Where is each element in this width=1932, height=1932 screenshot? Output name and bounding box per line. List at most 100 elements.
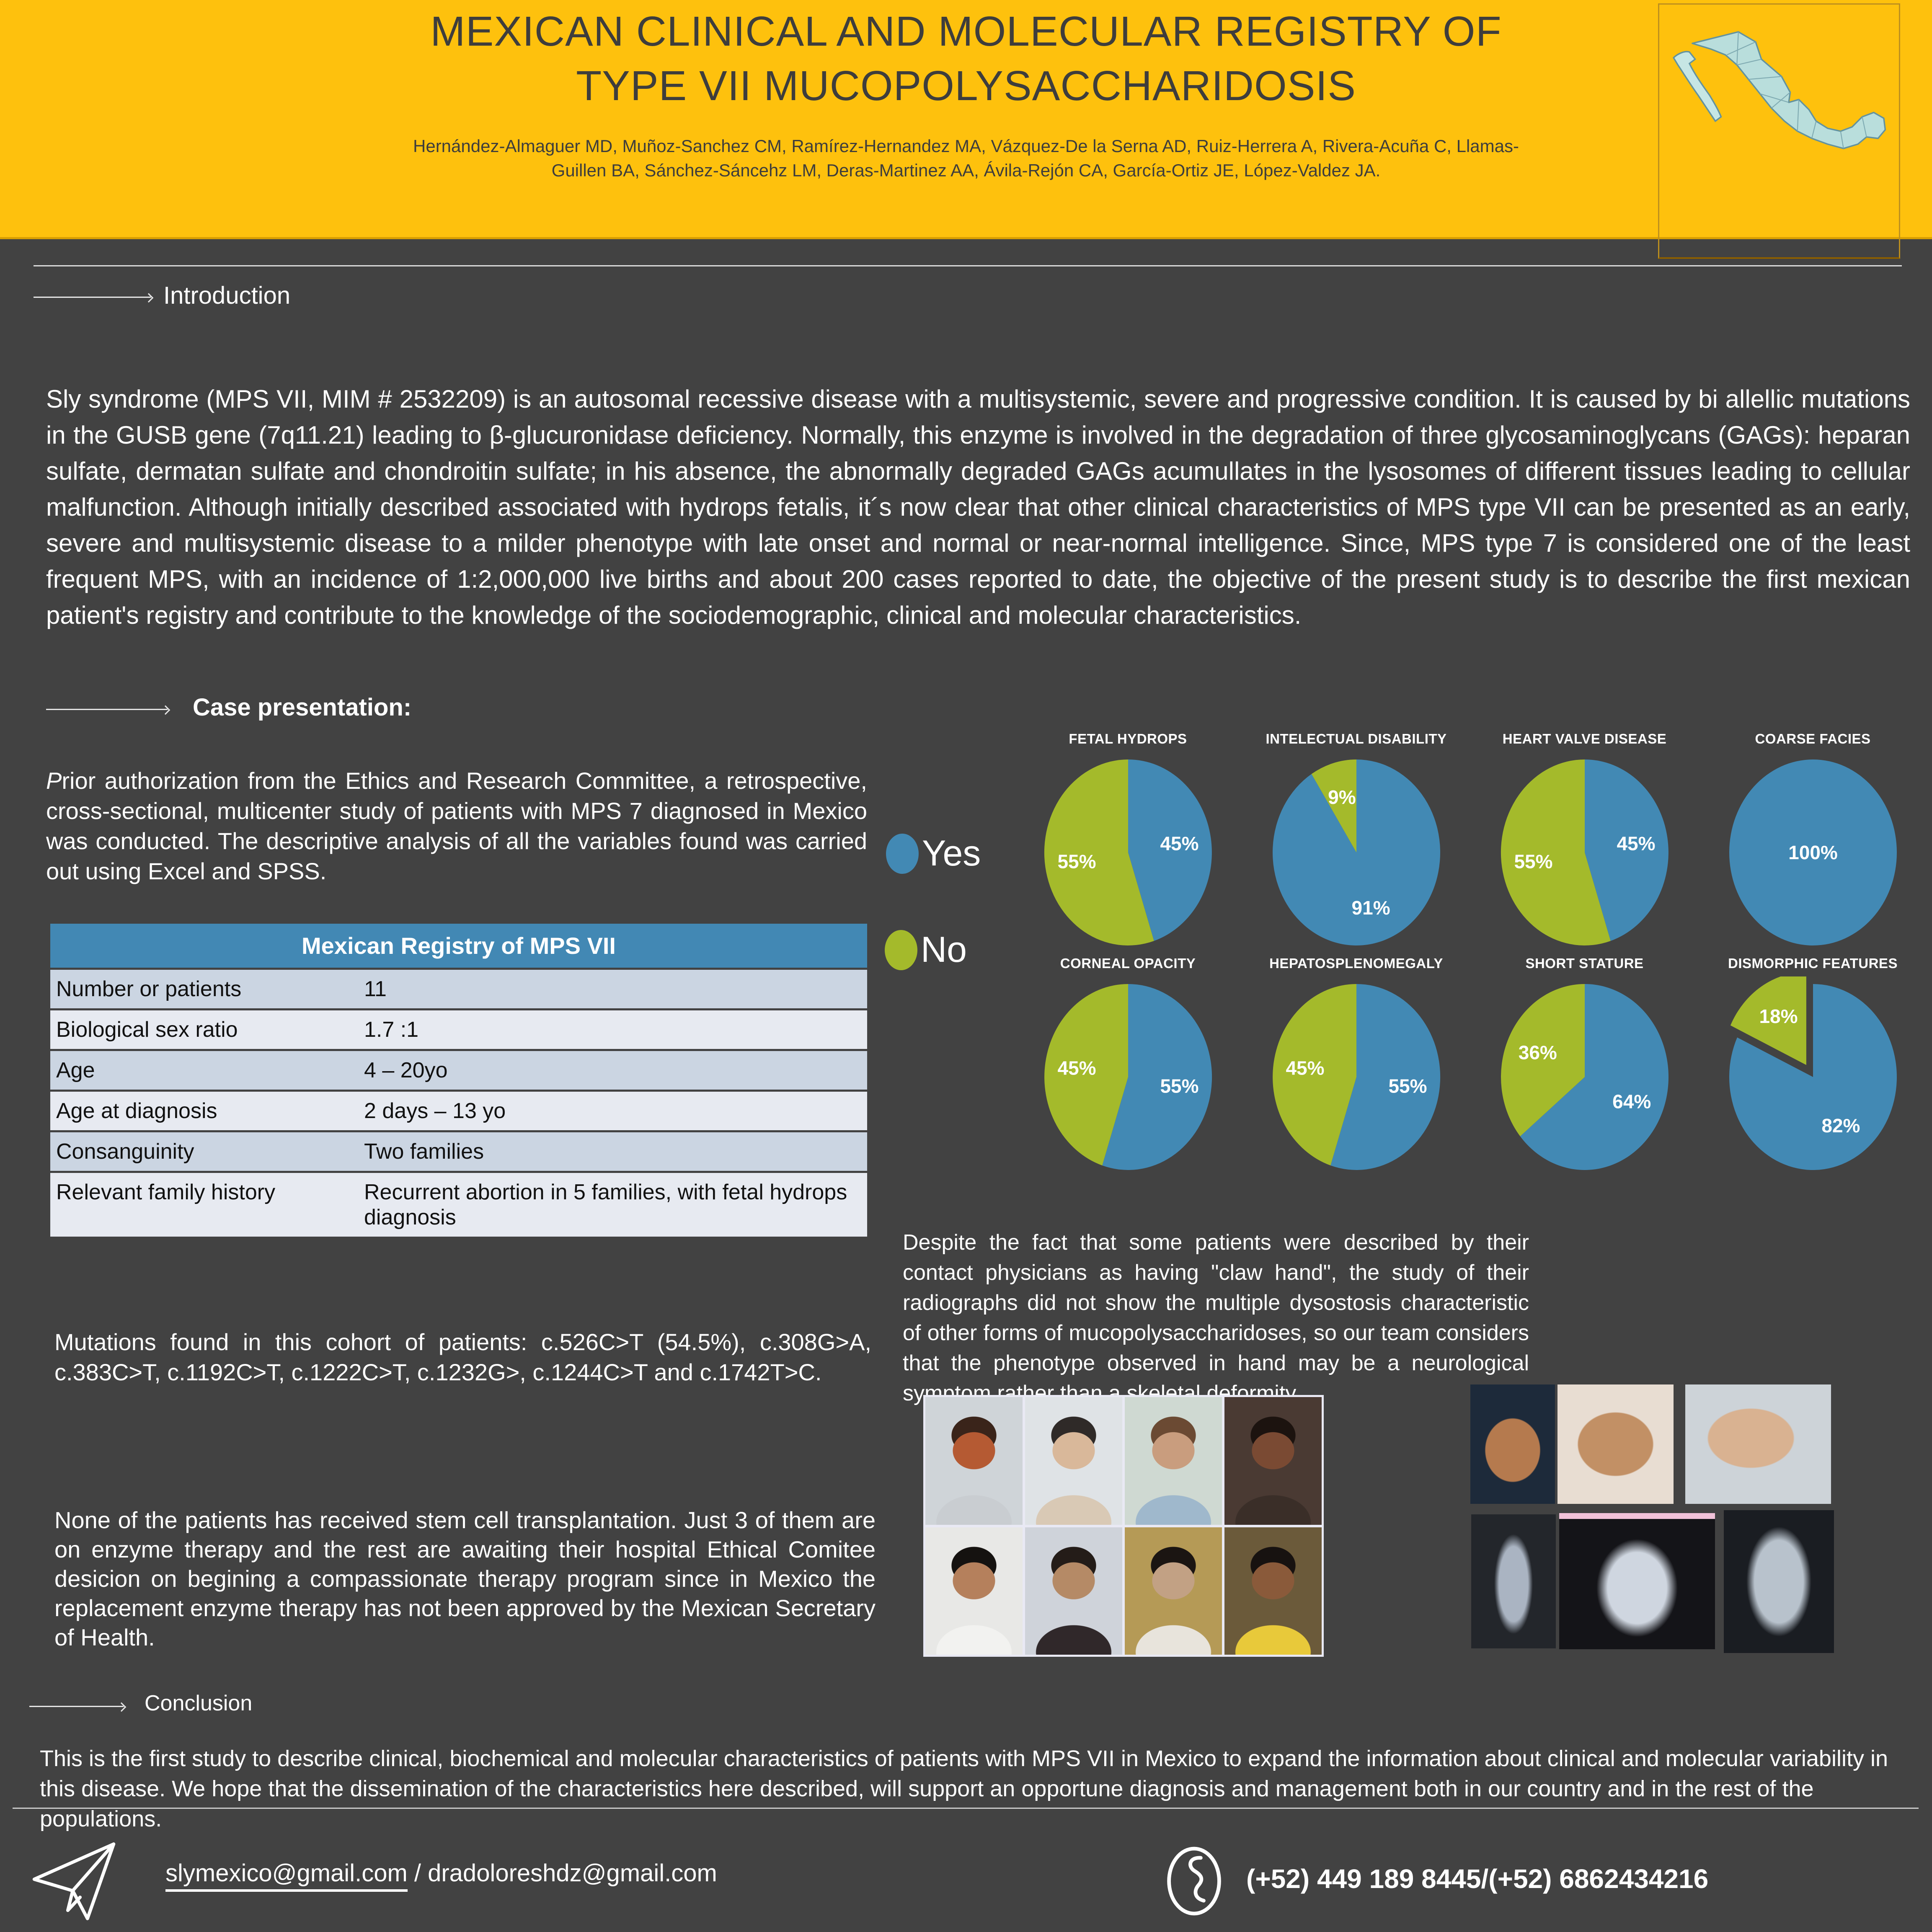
introduction-paragraph: Sly syndrome (MPS VII, MIM # 2532209) is… <box>46 385 1910 629</box>
poster-title-line1: MEXICAN CLINICAL AND MOLECULAR REGISTRY … <box>430 8 1502 55</box>
svg-text:91%: 91% <box>1351 897 1390 919</box>
mps-registry-table: Mexican Registry of MPS VII Number or pa… <box>50 924 867 1239</box>
pie-chart-grid: FETAL HYDROPS 45% 55% INTELECTUAL DISABILI… <box>1014 731 1927 1173</box>
pie-chart-hepatosplenomegaly: HEPATOSPLENOMEGALY 55% 45% <box>1264 956 1449 1173</box>
pie-chart-corneal-opacity: CORNEAL OPACITY 55% 45% <box>1036 956 1220 1173</box>
pie-chart-fetal-hydrops: FETAL HYDROPS 45% 55% <box>1036 731 1220 949</box>
case-presentation-lead-arrow <box>46 709 168 710</box>
case-presentation-heading: Case presentation: <box>193 694 412 721</box>
svg-text:36%: 36% <box>1518 1041 1557 1063</box>
pie-title: SHORT STATURE <box>1525 956 1644 971</box>
svg-text:55%: 55% <box>1057 851 1096 873</box>
hand-photo <box>1557 1384 1674 1504</box>
row-label: Consanguinity <box>56 1139 194 1164</box>
pie-chart-short-stature: SHORT STATURE 64% 36% <box>1493 956 1677 1173</box>
claw-hand-paragraph: Despite the fact that some patients were… <box>903 1230 1529 1405</box>
pie-chart-heart-valve-disease: HEART VALVE DISEASE 45% 55% <box>1493 731 1677 949</box>
footer-divider <box>13 1808 1919 1809</box>
conclusion-heading: Conclusion <box>145 1691 253 1715</box>
pelvis-radiograph <box>1724 1510 1834 1653</box>
pie-title: COARSE FACIES <box>1755 731 1871 746</box>
introduction-lead-arrow <box>34 297 151 298</box>
pie-title: HEART VALVE DISEASE <box>1502 731 1667 746</box>
hands-radiograph <box>1559 1513 1715 1649</box>
table-row: Consanguinity Two families <box>50 1132 867 1171</box>
pie-title: CORNEAL OPACITY <box>1060 956 1196 971</box>
paper-plane-icon <box>32 1842 116 1920</box>
table-row: Age 4 – 20yo <box>50 1051 867 1090</box>
email-secondary: / dradoloreshdz@gmail.com <box>407 1860 717 1887</box>
contact-emails: slymexico@gmail.com / dradoloreshdz@gmai… <box>165 1859 717 1892</box>
patient-photo <box>1224 1397 1322 1525</box>
legend-item-no: No <box>885 929 967 971</box>
svg-text:45%: 45% <box>1617 833 1655 855</box>
phone-icon <box>1167 1847 1221 1916</box>
hand-radiograph <box>1471 1514 1556 1648</box>
svg-text:64%: 64% <box>1612 1091 1651 1113</box>
row-label: Age <box>56 1058 95 1082</box>
poster-title-line2: TYPE VII MUCOPOLYSACCHARIDOSIS <box>576 62 1356 109</box>
row-value: 1.7 :1 <box>364 1018 419 1042</box>
introduction-heading: Introduction <box>163 282 291 309</box>
legend-no-label: No <box>921 930 967 970</box>
patient-photo <box>1025 1527 1122 1655</box>
mutations-paragraph: Mutations found in this cohort of patien… <box>54 1329 871 1385</box>
svg-text:45%: 45% <box>1160 833 1198 855</box>
patient-photo-grid <box>923 1395 1324 1657</box>
mexico-map-icon <box>1672 31 1886 150</box>
table-row: Relevant family history Recurrent aborti… <box>50 1173 867 1237</box>
contact-phone-numbers: (+52) 449 189 8445/(+52) 6862434216 <box>1246 1864 1709 1894</box>
legend-item-yes: Yes <box>886 833 981 874</box>
row-value: 4 – 20yo <box>364 1058 448 1082</box>
therapy-paragraph: None of the patients has received stem c… <box>54 1507 876 1650</box>
pie-title: FETAL HYDROPS <box>1069 731 1187 746</box>
svg-text:100%: 100% <box>1788 842 1838 863</box>
poster-header: MEXICAN CLINICAL AND MOLECULAR REGISTRY … <box>0 0 1932 239</box>
row-value: Recurrent abortion in 5 families, with f… <box>364 1180 847 1229</box>
pie-chart-coarse-facies: COARSE FACIES 100% <box>1721 731 1905 949</box>
header-divider <box>34 265 1902 266</box>
table-row: Biological sex ratio 1.7 :1 <box>50 1010 867 1049</box>
table-row: Number or patients 11 <box>50 970 867 1008</box>
pie-chart-intelectual-disability: INTELECTUAL DISABILITY 91% 9% <box>1264 731 1449 949</box>
legend-no-marker <box>885 930 917 970</box>
row-value: 11 <box>364 977 387 1001</box>
authors-line-2: Guillen BA, Sánchez-Sáncehz LM, Deras-Ma… <box>551 160 1381 180</box>
svg-text:45%: 45% <box>1286 1057 1324 1079</box>
patient-photo <box>1224 1527 1322 1655</box>
legend-yes-marker <box>886 833 919 874</box>
svg-text:9%: 9% <box>1328 786 1356 808</box>
poster-authors: Hernández-Almaguer MD, Muñoz-Sanchez CM,… <box>0 134 1932 183</box>
pie-title: HEPATOSPLENOMEGALY <box>1269 956 1443 971</box>
svg-text:55%: 55% <box>1388 1075 1427 1097</box>
svg-text:55%: 55% <box>1514 851 1552 873</box>
pie-title: DISMORPHIC FEATURES <box>1728 956 1898 971</box>
email-link[interactable]: slymexico@gmail.com <box>165 1860 408 1892</box>
patient-photo <box>1125 1397 1222 1525</box>
row-label: Number or patients <box>56 977 242 1001</box>
case-presentation-paragraph: Prior authorization from the Ethics and … <box>46 767 867 884</box>
row-value: Two families <box>364 1139 484 1164</box>
row-label: Age at diagnosis <box>56 1099 217 1123</box>
table-row: Age at diagnosis 2 days – 13 yo <box>50 1092 867 1130</box>
svg-text:82%: 82% <box>1821 1115 1860 1136</box>
svg-text:45%: 45% <box>1057 1057 1096 1079</box>
authors-line-1: Hernández-Almaguer MD, Muñoz-Sanchez CM,… <box>413 136 1519 156</box>
row-label: Biological sex ratio <box>56 1018 238 1042</box>
conclusion-lead-arrow <box>29 1706 124 1707</box>
pie-title: INTELECTUAL DISABILITY <box>1266 731 1447 746</box>
svg-text:18%: 18% <box>1759 1005 1798 1027</box>
table-title: Mexican Registry of MPS VII <box>50 924 867 968</box>
pie-chart-dismorphic-features: DISMORPHIC FEATURES 82% 18% <box>1721 956 1905 1173</box>
row-value: 2 days – 13 yo <box>364 1099 506 1123</box>
mexico-map-frame <box>1658 3 1900 259</box>
hand-photo <box>1685 1384 1831 1504</box>
conclusion-paragraph: This is the first study to describe clin… <box>40 1746 1888 1831</box>
svg-text:55%: 55% <box>1160 1075 1198 1097</box>
row-label: Relevant family history <box>56 1180 276 1204</box>
legend-yes-label: Yes <box>922 833 981 873</box>
patient-photo <box>1125 1527 1222 1655</box>
hand-photo <box>1470 1384 1555 1504</box>
patient-photo <box>1025 1397 1122 1525</box>
patient-photo <box>925 1397 1023 1525</box>
